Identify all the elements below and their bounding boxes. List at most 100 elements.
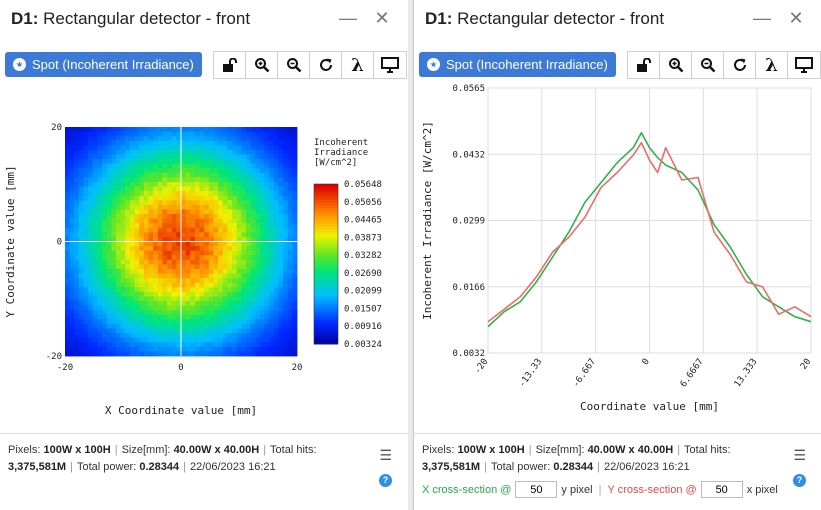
heatmap-cell bbox=[236, 246, 242, 252]
heatmap-cell bbox=[171, 227, 177, 233]
heatmap-cell bbox=[120, 291, 126, 297]
menu-icon[interactable]: ☰ bbox=[379, 447, 392, 463]
heatmap-cell bbox=[69, 127, 75, 132]
heatmap-cell bbox=[167, 131, 173, 137]
refresh-button[interactable] bbox=[724, 52, 756, 78]
heatmap-cell bbox=[185, 268, 191, 274]
menu-icon[interactable]: ☰ bbox=[793, 447, 806, 463]
colorbar-swatch bbox=[314, 200, 338, 204]
heatmap-cell bbox=[120, 301, 126, 307]
colorbar-tick-label: 0.05648 bbox=[344, 180, 382, 190]
heatmap-cell bbox=[213, 177, 219, 183]
heatmap-cell bbox=[143, 273, 149, 279]
heatmap-cell bbox=[139, 319, 145, 325]
heatmap-cell bbox=[120, 323, 126, 329]
heatmap-cell bbox=[157, 232, 163, 238]
heatmap-cell bbox=[143, 346, 149, 352]
heatmap-cell bbox=[176, 236, 182, 242]
heatmap-cell bbox=[111, 319, 117, 325]
heatmap-cell bbox=[129, 259, 135, 265]
heatmap-cell bbox=[139, 291, 145, 297]
heatmap-cell bbox=[199, 278, 205, 284]
heatmap-cell bbox=[255, 127, 261, 132]
heatmap-cell bbox=[241, 323, 247, 329]
heatmap-cell bbox=[157, 255, 163, 261]
spot-irradiance-button[interactable]: Spot (Incoherent Irradiance) bbox=[5, 52, 202, 77]
heatmap-cell bbox=[148, 136, 154, 142]
heatmap-cell bbox=[241, 136, 247, 142]
close-button[interactable]: ✕ bbox=[370, 7, 394, 29]
heatmap-cell bbox=[241, 328, 247, 334]
heatmap-cell bbox=[273, 305, 279, 311]
timestamp: 22/06/2023 16:21 bbox=[189, 461, 276, 473]
heatmap-cell bbox=[250, 223, 256, 229]
heatmap-cell bbox=[111, 232, 117, 238]
heatmap-cell bbox=[65, 214, 71, 219]
heatmap-cell bbox=[199, 136, 205, 142]
heatmap-cell bbox=[78, 186, 84, 192]
refresh-button[interactable] bbox=[310, 52, 342, 78]
heatmap-cell bbox=[199, 200, 205, 206]
heatmap-cell bbox=[139, 177, 145, 183]
heatmap-cell bbox=[162, 214, 168, 219]
wavelength-button[interactable]: λ bbox=[756, 52, 788, 78]
heatmap-cell bbox=[83, 273, 89, 279]
wavelength-button[interactable]: λ bbox=[342, 52, 374, 78]
heatmap-cell bbox=[111, 168, 117, 174]
minimize-button[interactable]: — bbox=[336, 7, 360, 29]
heatmap-cell bbox=[83, 191, 89, 197]
heatmap-cell bbox=[88, 195, 94, 201]
heatmap-cell bbox=[102, 181, 108, 187]
heatmap-cell bbox=[227, 223, 233, 229]
zoom-in-button[interactable] bbox=[246, 52, 278, 78]
panel-divider[interactable] bbox=[408, 0, 413, 510]
close-button[interactable]: ✕ bbox=[784, 7, 808, 29]
heatmap-cell bbox=[273, 200, 279, 206]
heatmap-cell bbox=[190, 301, 196, 307]
heatmap-cell bbox=[139, 223, 145, 229]
minimize-button[interactable]: — bbox=[750, 7, 774, 29]
heatmap-cell bbox=[287, 268, 293, 274]
heatmap-cell bbox=[222, 172, 228, 178]
heatmap-cell bbox=[153, 310, 159, 316]
heatmap-cell bbox=[78, 342, 84, 348]
unlock-button[interactable] bbox=[628, 52, 660, 78]
heatmap-cell bbox=[278, 255, 284, 261]
heatmap-cell bbox=[111, 204, 117, 210]
heatmap-cell bbox=[227, 319, 233, 325]
spot-irradiance-button[interactable]: Spot (Incoherent Irradiance) bbox=[419, 52, 616, 77]
heatmap-cell bbox=[116, 278, 122, 284]
heatmap-cell bbox=[120, 273, 126, 279]
heatmap-cell bbox=[208, 195, 214, 201]
heatmap-cell bbox=[97, 296, 103, 302]
y-cross-section-input[interactable] bbox=[700, 481, 743, 498]
help-icon[interactable]: ? bbox=[793, 474, 806, 487]
heatmap-cell bbox=[236, 145, 242, 151]
heatmap-cell bbox=[232, 346, 238, 352]
heatmap-cell bbox=[190, 204, 196, 210]
x-cross-section-input[interactable] bbox=[515, 481, 558, 498]
heatmap-cell bbox=[129, 159, 135, 165]
heatmap-cell bbox=[232, 223, 238, 229]
zoom-in-button[interactable] bbox=[660, 52, 692, 78]
heatmap-cell bbox=[259, 259, 265, 265]
help-icon[interactable]: ? bbox=[379, 474, 392, 487]
heatmap-cell bbox=[213, 346, 219, 352]
heatmap-cell bbox=[69, 268, 75, 274]
unlock-button[interactable] bbox=[214, 52, 246, 78]
heatmap-cell bbox=[236, 136, 242, 142]
zoom-out-button[interactable] bbox=[692, 52, 724, 78]
heatmap-cell bbox=[129, 172, 135, 178]
display-button[interactable] bbox=[788, 52, 820, 78]
heatmap-cell bbox=[74, 287, 80, 293]
heatmap-cell bbox=[102, 323, 108, 329]
heatmap-cell bbox=[269, 186, 275, 192]
heatmap-cell bbox=[157, 136, 163, 142]
heatmap-cell bbox=[199, 259, 205, 265]
heatmap-cell bbox=[129, 232, 135, 238]
display-button[interactable] bbox=[374, 52, 406, 78]
heatmap-cell bbox=[102, 351, 108, 357]
zoom-out-button[interactable] bbox=[278, 52, 310, 78]
heatmap-cell bbox=[190, 282, 196, 288]
heatmap-cell bbox=[232, 154, 238, 160]
